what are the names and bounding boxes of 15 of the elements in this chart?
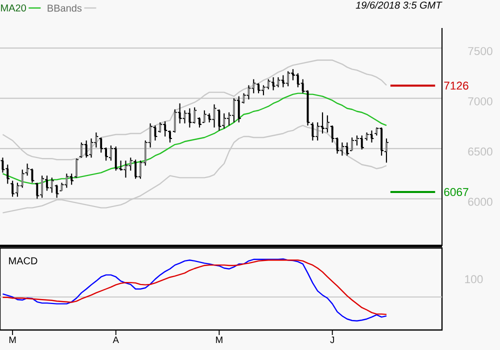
chart-title: MACD [9,257,38,264]
ref-line-label: 6067 [444,188,468,196]
x-tick-label: M [9,336,16,344]
ref-line-label: 7126 [444,82,468,90]
text: 19/6/2018 3:5 GMT [356,1,442,9]
y-tick-label: 7500 [468,47,492,56]
y-tick-label: 7000 [468,97,492,106]
x-tick-label: J [330,336,334,344]
legend-label: MA20 [1,4,26,12]
text: 100 [465,275,483,284]
x-tick-label: A [112,336,119,344]
legend-label: BBands [48,4,82,12]
y-tick-label: 6000 [468,198,492,206]
y-tick-label: 6500 [468,148,492,156]
x-tick-label: M [216,336,222,344]
